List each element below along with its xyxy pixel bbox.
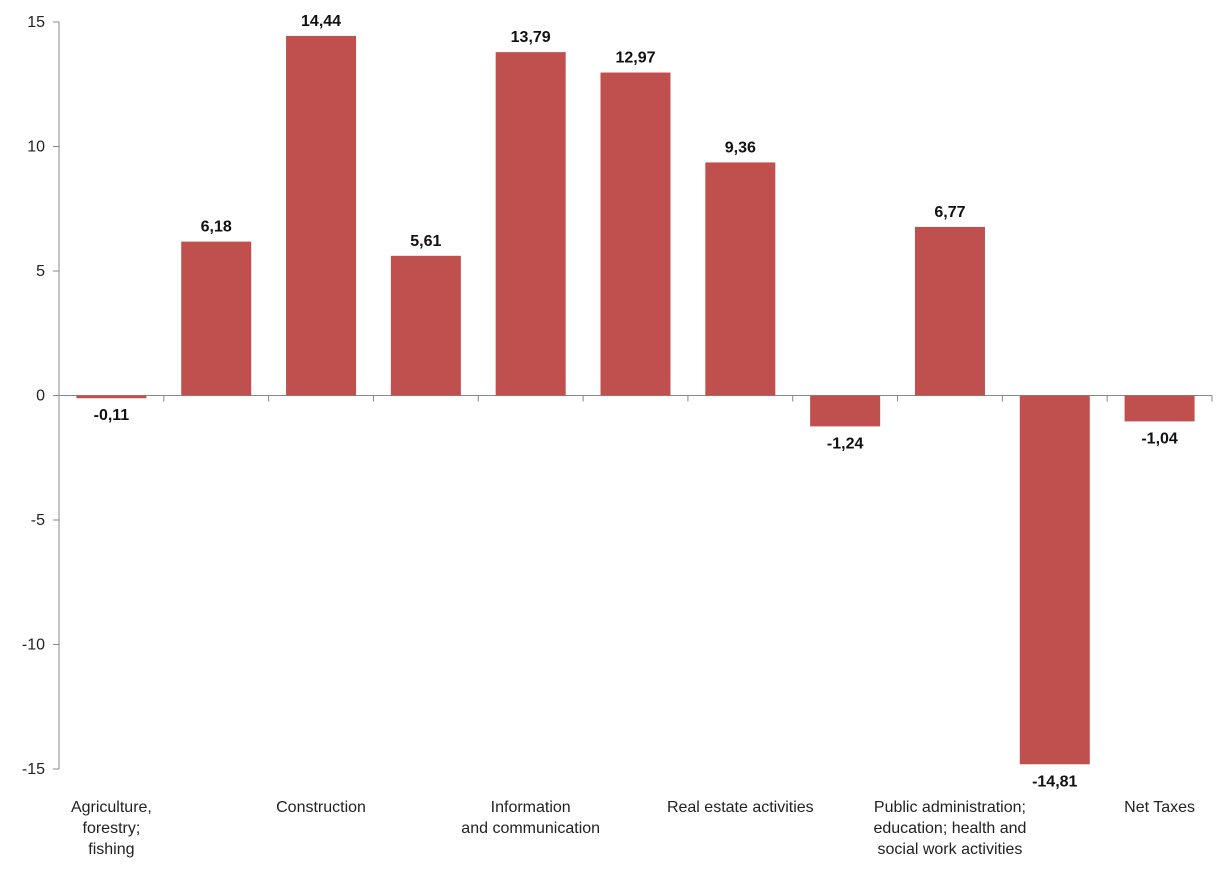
y-tick-label: 0 <box>36 388 45 405</box>
data-label: -14,81 <box>1032 773 1077 790</box>
bar <box>286 35 357 396</box>
data-label: 5,61 <box>410 233 441 250</box>
category-label-line: Public administration; <box>874 799 1026 816</box>
bar <box>810 395 881 427</box>
y-tick-label: -5 <box>31 512 45 529</box>
category-labels: Agriculture, forestry; fishing Construction… <box>71 799 1195 858</box>
y-tick-label: -10 <box>22 637 45 654</box>
bar <box>600 72 671 396</box>
bar <box>1019 395 1090 765</box>
category-label-line: forestry; <box>83 820 141 837</box>
data-label: 12,97 <box>615 50 655 67</box>
data-label: 6,18 <box>201 219 232 236</box>
bar <box>1124 395 1195 422</box>
category-label: Net Taxes <box>1124 799 1195 816</box>
category-label-line: education; health and <box>873 820 1026 837</box>
category-label-line: Real estate activities <box>667 799 814 816</box>
data-label: 13,79 <box>511 29 551 46</box>
data-label: 9,36 <box>725 139 756 156</box>
category-label-line: and communication <box>461 820 600 837</box>
y-tick-label: 5 <box>36 263 45 280</box>
category-label: Construction <box>276 799 366 816</box>
data-label: -1,04 <box>1141 430 1178 447</box>
category-label-line: Agriculture, <box>71 799 152 816</box>
data-label: 6,77 <box>934 204 965 221</box>
data-labels: -0,11 6,18 14,44 5,61 13,79 12,97 9,36 -1,24 6,7… <box>94 13 1178 790</box>
data-label: 14,44 <box>301 13 341 30</box>
y-tick-label: 10 <box>27 139 45 156</box>
y-tick-label: -15 <box>22 761 45 778</box>
y-axis: 15 10 5 0 -5 -10 -15 <box>22 14 60 778</box>
bar <box>390 255 461 396</box>
y-tick-label: 15 <box>27 14 45 31</box>
category-label: Real estate activities <box>667 799 814 816</box>
bar <box>914 226 985 396</box>
category-label: Information and communication <box>461 799 600 837</box>
bar-series <box>76 35 1195 765</box>
category-label: Public administration; education; health … <box>873 799 1026 858</box>
category-label-line: Information <box>491 799 571 816</box>
data-label: -1,24 <box>827 435 864 452</box>
category-label-line: Construction <box>276 799 366 816</box>
bar <box>495 52 566 396</box>
bar <box>76 395 147 399</box>
category-label-line: Net Taxes <box>1124 799 1195 816</box>
bar <box>181 241 252 396</box>
category-label-line: social work activities <box>877 841 1022 858</box>
category-label-line: fishing <box>88 841 134 858</box>
category-label: Agriculture, forestry; fishing <box>71 799 152 858</box>
data-label: -0,11 <box>94 407 130 424</box>
bar <box>705 162 776 396</box>
